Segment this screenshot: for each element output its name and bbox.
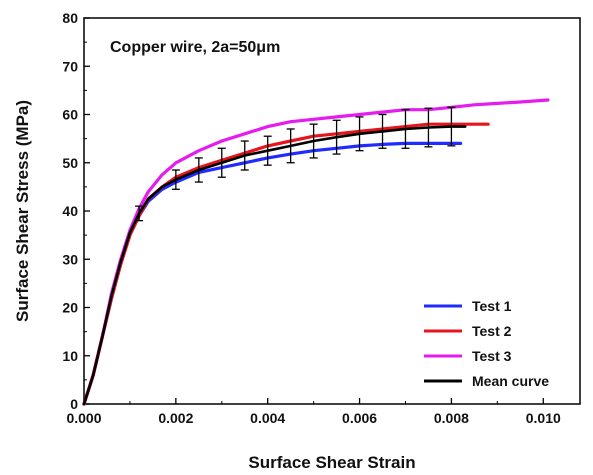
x-tick-label: 0.000 [66,410,101,426]
x-axis-title: Surface Shear Strain [248,453,415,472]
x-tick-label: 0.008 [434,410,469,426]
x-tick-label: 0.002 [158,410,193,426]
annotation: Copper wire, 2a=50μm [110,39,280,56]
x-tick-label: 0.004 [250,410,285,426]
y-axis-title: Surface Shear Stress (MPa) [13,100,32,322]
x-axis: 0.000 0.002 0.004 0.006 0.008 0.010 [66,398,561,426]
legend-label: Test 3 [472,348,512,364]
y-tick-label: 50 [62,155,78,171]
y-tick-label: 0 [70,396,78,412]
y-tick-label: 10 [62,348,78,364]
y-tick-label: 30 [62,251,78,267]
legend-label: Test 1 [472,298,512,314]
x-tick-label: 0.010 [526,410,561,426]
legend-label: Test 2 [472,323,512,339]
legend: Test 1 Test 2 Test 3 Mean curve [424,298,549,389]
plot-frame [83,17,581,405]
error-bars [135,106,456,222]
y-tick-label: 20 [62,300,78,316]
x-tick-label: 0.006 [342,410,377,426]
y-tick-label: 80 [62,10,78,26]
y-tick-label: 40 [62,203,78,219]
legend-label: Mean curve [472,373,549,389]
y-tick-label: 70 [62,58,78,74]
y-tick-label: 60 [62,107,78,123]
y-axis: 0 10 20 30 40 50 60 70 80 [62,10,90,412]
